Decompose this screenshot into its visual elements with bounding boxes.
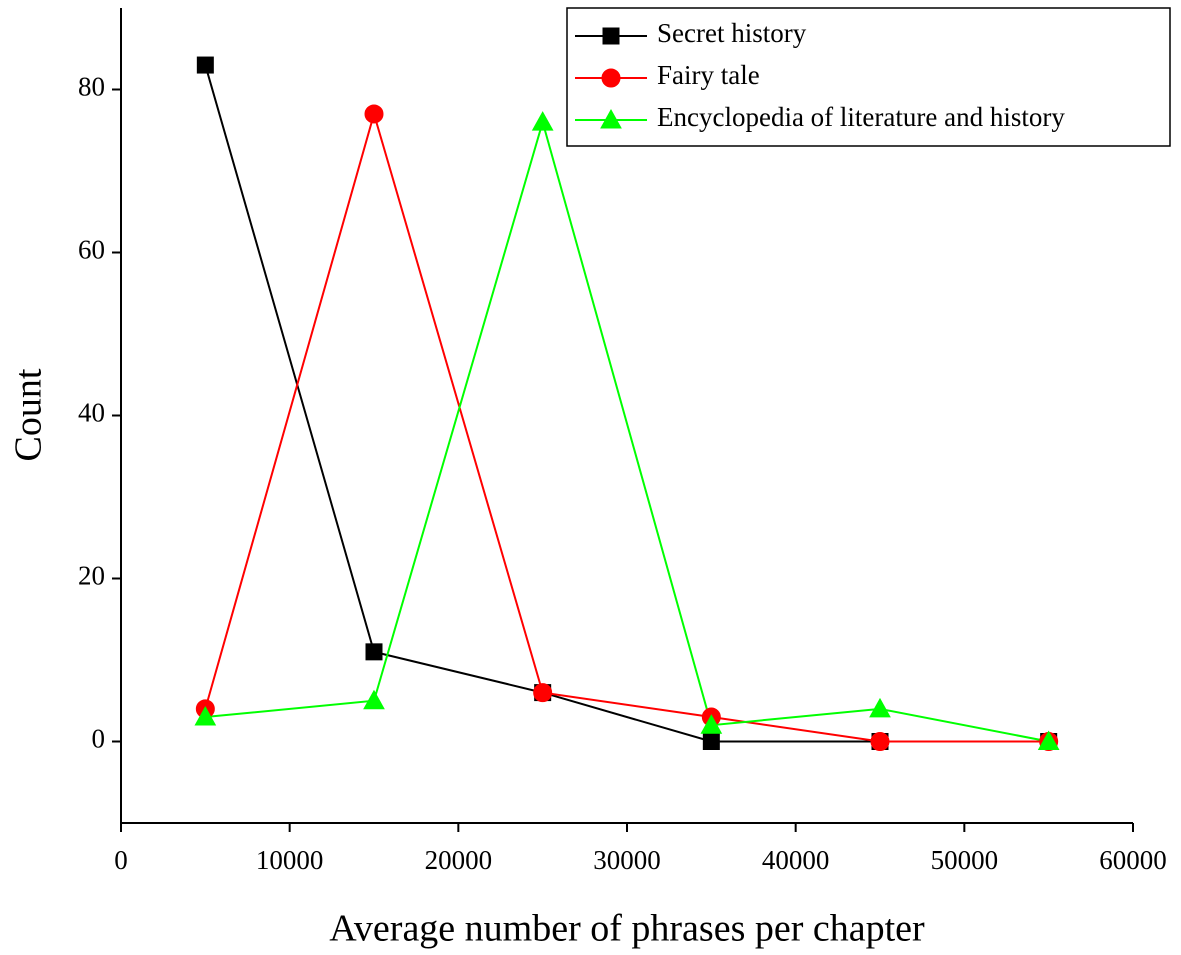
marker (365, 643, 383, 661)
y-tick-label: 0 (92, 724, 106, 754)
y-axis-label: Count (8, 368, 50, 461)
marker (870, 732, 890, 751)
legend-marker (601, 68, 621, 88)
x-tick-label: 40000 (762, 845, 830, 875)
series-line (204, 110, 1049, 743)
series-line (205, 118, 1049, 743)
x-tick-label: 0 (114, 845, 128, 875)
marker (869, 697, 891, 718)
marker (194, 706, 217, 726)
marker (363, 689, 385, 710)
x-tick-label: 60000 (1099, 845, 1167, 875)
marker (1037, 730, 1060, 750)
marker (531, 111, 554, 131)
y-tick-label: 20 (78, 561, 105, 591)
x-tick-label: 30000 (593, 845, 661, 875)
legend-label: Secret history (657, 18, 807, 48)
y-tick-label: 80 (78, 72, 105, 102)
x-tick-label: 10000 (256, 845, 324, 875)
x-tick-label: 20000 (425, 845, 493, 875)
marker (364, 104, 384, 124)
x-axis-label: Average number of phrases per chapter (329, 908, 925, 950)
legend-marker (600, 108, 622, 129)
series-line (204, 64, 1049, 743)
marker (533, 683, 553, 703)
marker (700, 714, 723, 734)
legend-label: Encyclopedia of literature and history (657, 102, 1065, 132)
legend-box (566, 7, 1171, 147)
legend-marker (602, 27, 620, 45)
y-tick-label: 60 (78, 235, 105, 265)
x-tick-label: 50000 (931, 845, 999, 875)
marker (702, 733, 720, 750)
legend-label: Fairy tale (657, 60, 760, 90)
marker (196, 56, 214, 74)
y-tick-label: 40 (78, 398, 105, 428)
